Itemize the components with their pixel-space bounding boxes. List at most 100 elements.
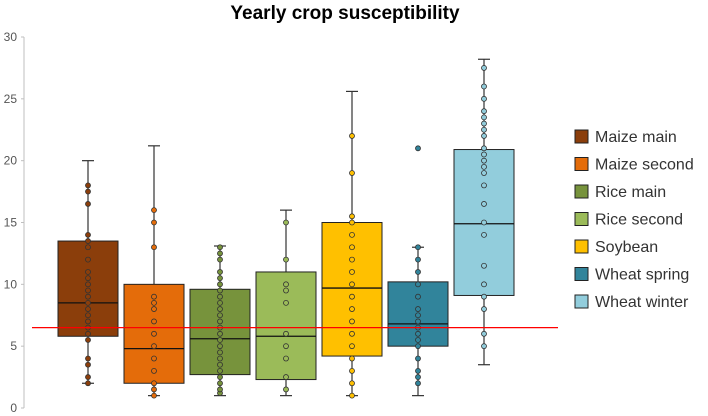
data-point [283, 287, 289, 294]
legend-item-wheat-spring: Wheat spring [574, 267, 689, 284]
data-point [151, 293, 157, 300]
y-tick-label: 5 [10, 339, 17, 353]
legend-swatch [574, 157, 589, 171]
data-point [349, 281, 355, 288]
y-tick-label: 30 [4, 30, 18, 44]
chart-title: Yearly crop susceptibility [230, 3, 460, 24]
data-point [217, 256, 223, 263]
box-wheat-spring [387, 145, 449, 397]
box-rice-second [255, 209, 317, 397]
box-rice-main [189, 244, 251, 397]
data-point [415, 330, 421, 337]
box-soybean [321, 90, 383, 399]
legend: Maize main Maize second Rice main Rice seco… [574, 129, 694, 311]
data-point [481, 219, 487, 226]
legend-swatch [574, 294, 589, 309]
legend-swatch [574, 184, 589, 199]
data-point [349, 293, 355, 300]
y-tick-label: 15 [4, 216, 18, 230]
data-point [481, 126, 487, 133]
data-point [349, 256, 355, 263]
data-point [415, 355, 421, 362]
plot-area [57, 58, 515, 399]
data-point [349, 380, 355, 387]
data-point [415, 374, 421, 380]
data-point [481, 95, 487, 102]
data-point [85, 281, 91, 288]
data-point [283, 374, 289, 380]
data-point [217, 374, 223, 380]
data-point [217, 367, 223, 374]
data-point [151, 343, 157, 350]
data-point [283, 281, 289, 288]
data-point [415, 145, 421, 152]
legend-label: Rice main [595, 184, 666, 201]
data-point [349, 219, 355, 226]
data-point [217, 343, 223, 350]
data-point [481, 163, 487, 170]
data-point [283, 330, 289, 337]
data-point [217, 361, 223, 368]
data-point [415, 380, 421, 387]
data-point [349, 170, 355, 176]
data-point [415, 306, 421, 312]
box-wheat-winter [453, 58, 515, 366]
legend-item-rice-main: Rice main [574, 184, 666, 201]
y-tick-label: 0 [10, 401, 17, 415]
data-point [481, 133, 487, 139]
data-point [481, 65, 487, 71]
data-point [415, 343, 421, 350]
data-point [481, 157, 487, 164]
data-point [85, 201, 91, 207]
data-point [217, 386, 223, 393]
data-point [217, 275, 223, 282]
legend-swatch [574, 129, 589, 144]
data-point [481, 343, 487, 350]
legend-label: Maize main [595, 129, 677, 146]
data-point [481, 170, 487, 176]
data-point [151, 219, 157, 226]
data-point [349, 330, 355, 337]
data-point [349, 269, 355, 275]
data-point [481, 231, 487, 238]
data-point [481, 330, 487, 337]
data-point [349, 133, 355, 139]
data-point [217, 349, 223, 356]
data-point [481, 182, 487, 189]
data-point [415, 337, 421, 343]
data-point [349, 306, 355, 312]
data-point [151, 207, 157, 214]
data-point [481, 114, 487, 121]
legend-label: Wheat spring [595, 267, 689, 284]
data-point [349, 343, 355, 350]
data-point [349, 355, 355, 362]
legend-item-soybean: Soybean [574, 239, 658, 256]
data-point [415, 367, 421, 374]
data-point [415, 312, 421, 319]
data-point [85, 306, 91, 312]
data-point [217, 330, 223, 337]
data-point [151, 299, 157, 306]
data-point [349, 213, 355, 220]
data-point [217, 281, 223, 288]
data-point [85, 330, 91, 337]
legend-swatch [574, 267, 589, 281]
data-point [217, 287, 223, 294]
data-point [85, 380, 91, 387]
data-point [415, 318, 421, 325]
box-maize-main [57, 160, 119, 387]
box-maize-second [123, 145, 185, 399]
legend-swatch [574, 212, 589, 226]
data-point [85, 355, 91, 362]
data-point [349, 244, 355, 251]
data-point [481, 201, 487, 207]
data-point [481, 108, 487, 115]
data-point [85, 188, 91, 195]
data-point [283, 386, 289, 393]
data-point [151, 244, 157, 251]
data-point [217, 318, 223, 325]
data-point [283, 256, 289, 263]
data-point [481, 83, 487, 90]
data-point [283, 343, 289, 350]
